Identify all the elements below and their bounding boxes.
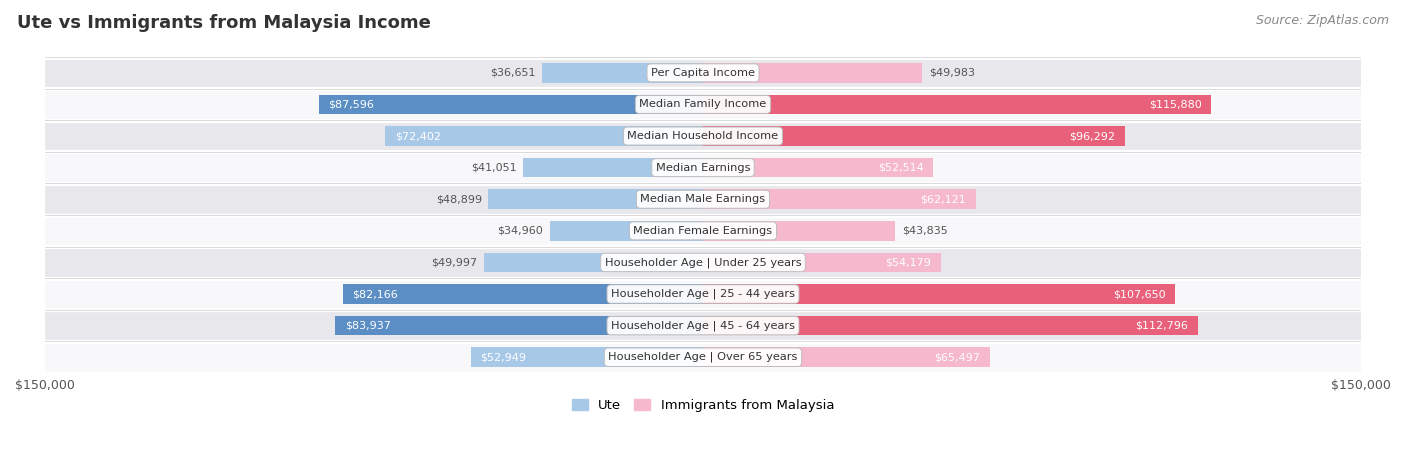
Bar <box>45 281 1361 307</box>
Text: Median Household Income: Median Household Income <box>627 131 779 141</box>
Bar <box>45 312 1361 339</box>
Bar <box>550 221 703 241</box>
Text: Householder Age | 45 - 64 years: Householder Age | 45 - 64 years <box>612 320 794 331</box>
Text: $34,960: $34,960 <box>498 226 543 236</box>
Text: $112,796: $112,796 <box>1135 321 1188 331</box>
Bar <box>471 347 703 367</box>
Text: $49,997: $49,997 <box>432 257 477 268</box>
Text: $83,937: $83,937 <box>344 321 391 331</box>
Bar <box>45 344 1361 370</box>
Text: $115,880: $115,880 <box>1149 99 1202 109</box>
Text: $96,292: $96,292 <box>1070 131 1115 141</box>
Bar <box>523 158 703 177</box>
Text: $43,835: $43,835 <box>901 226 948 236</box>
Text: $107,650: $107,650 <box>1112 289 1166 299</box>
Text: $49,983: $49,983 <box>929 68 974 78</box>
Bar <box>385 126 703 146</box>
Bar <box>343 284 703 304</box>
Bar <box>45 123 1361 149</box>
Bar <box>703 126 1125 146</box>
Bar <box>703 95 1212 114</box>
Text: $65,497: $65,497 <box>935 352 980 362</box>
Text: $52,949: $52,949 <box>481 352 527 362</box>
Text: $54,179: $54,179 <box>884 257 931 268</box>
Bar <box>45 155 1361 181</box>
Bar <box>703 221 896 241</box>
Text: $36,651: $36,651 <box>491 68 536 78</box>
Text: $62,121: $62,121 <box>920 194 966 204</box>
Bar <box>484 253 703 272</box>
Text: Source: ZipAtlas.com: Source: ZipAtlas.com <box>1256 14 1389 27</box>
Bar <box>335 316 703 335</box>
Bar <box>703 190 976 209</box>
Text: $87,596: $87,596 <box>329 99 374 109</box>
Text: Householder Age | Under 25 years: Householder Age | Under 25 years <box>605 257 801 268</box>
Bar <box>703 253 941 272</box>
Bar <box>703 63 922 83</box>
Text: Ute vs Immigrants from Malaysia Income: Ute vs Immigrants from Malaysia Income <box>17 14 430 32</box>
Text: Median Family Income: Median Family Income <box>640 99 766 109</box>
Bar <box>543 63 703 83</box>
Bar <box>703 316 1198 335</box>
Bar <box>703 158 934 177</box>
Bar <box>45 218 1361 244</box>
Bar <box>45 186 1361 212</box>
Bar <box>703 347 990 367</box>
Text: Householder Age | 25 - 44 years: Householder Age | 25 - 44 years <box>612 289 794 299</box>
Bar <box>45 91 1361 118</box>
Text: Per Capita Income: Per Capita Income <box>651 68 755 78</box>
Bar <box>703 284 1175 304</box>
Text: $41,051: $41,051 <box>471 163 516 173</box>
Text: Median Male Earnings: Median Male Earnings <box>641 194 765 204</box>
Text: $72,402: $72,402 <box>395 131 441 141</box>
Text: Householder Age | Over 65 years: Householder Age | Over 65 years <box>609 352 797 362</box>
Text: Median Earnings: Median Earnings <box>655 163 751 173</box>
Bar <box>45 60 1361 86</box>
Bar <box>45 249 1361 276</box>
Text: $82,166: $82,166 <box>353 289 398 299</box>
Legend: Ute, Immigrants from Malaysia: Ute, Immigrants from Malaysia <box>567 393 839 417</box>
Text: $52,514: $52,514 <box>877 163 924 173</box>
Text: Median Female Earnings: Median Female Earnings <box>634 226 772 236</box>
Text: $48,899: $48,899 <box>436 194 482 204</box>
Bar <box>319 95 703 114</box>
Bar <box>488 190 703 209</box>
